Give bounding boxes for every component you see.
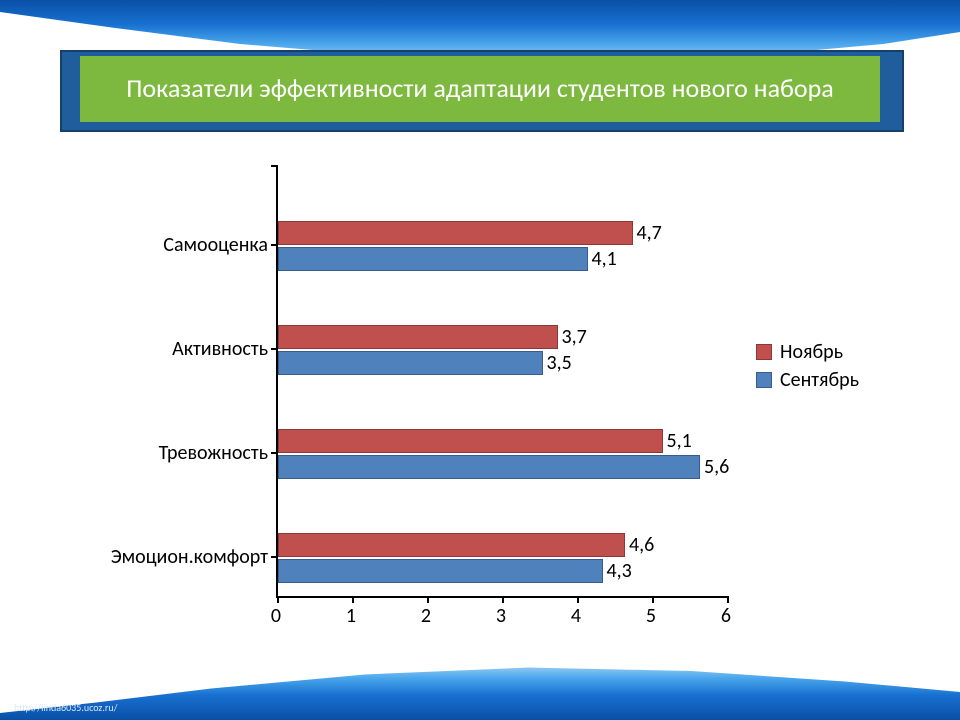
- bar-value-label: 5,6: [704, 455, 729, 479]
- x-axis-label: 5: [646, 604, 656, 628]
- chart-container: Ноябрь Сентябрь 0 1 2 3 4 5 6 Самооценка 4,7 4,1 А…: [96, 156, 896, 656]
- footer-url: http://linda6035.ucoz.ru/: [14, 701, 117, 714]
- chart-bar: [278, 351, 543, 375]
- chart-bar: [278, 533, 625, 557]
- y-tick: [271, 452, 278, 454]
- y-axis-label: Активность: [98, 337, 268, 361]
- y-tick: [271, 348, 278, 350]
- chart-bar: [278, 221, 633, 245]
- x-axis-label: 1: [346, 604, 356, 628]
- bar-value-label: 3,7: [562, 325, 587, 349]
- legend-item: Ноябрь: [756, 340, 859, 364]
- chart-bar: [278, 455, 700, 479]
- x-tick: [727, 596, 729, 603]
- y-tick: [271, 556, 278, 558]
- chart-bar: [278, 559, 603, 583]
- x-tick: [277, 596, 279, 603]
- legend-label: Ноябрь: [780, 340, 843, 364]
- bar-value-label: 4,7: [637, 221, 662, 245]
- x-axis-label: 3: [496, 604, 506, 628]
- y-axis-label: Самооценка: [98, 233, 268, 257]
- chart-bar: [278, 247, 588, 271]
- x-tick: [352, 596, 354, 603]
- x-tick: [427, 596, 429, 603]
- x-axis-label: 4: [571, 604, 581, 628]
- y-tick: [271, 244, 278, 246]
- y-tick: [271, 165, 278, 167]
- bar-value-label: 5,1: [667, 429, 692, 453]
- y-axis-label: Тревожность: [98, 441, 268, 465]
- x-tick: [577, 596, 579, 603]
- chart-bar: [278, 429, 663, 453]
- chart-bar: [278, 325, 558, 349]
- legend-item: Сентябрь: [756, 368, 859, 392]
- slide-title: Показатели эффективности адаптации студе…: [80, 56, 880, 122]
- bar-value-label: 4,1: [592, 247, 617, 271]
- bar-value-label: 3,5: [547, 351, 572, 375]
- bar-value-label: 4,3: [607, 559, 632, 583]
- bar-value-label: 4,6: [629, 533, 654, 557]
- legend-label: Сентябрь: [780, 368, 859, 392]
- x-tick: [652, 596, 654, 603]
- chart-legend: Ноябрь Сентябрь: [756, 336, 859, 396]
- x-tick: [502, 596, 504, 603]
- x-axis-label: 0: [271, 604, 281, 628]
- x-axis-label: 2: [421, 604, 431, 628]
- legend-swatch-icon: [756, 372, 772, 388]
- legend-swatch-icon: [756, 344, 772, 360]
- y-axis-label: Эмоцион.комфорт: [98, 545, 268, 569]
- x-axis-label: 6: [721, 604, 731, 628]
